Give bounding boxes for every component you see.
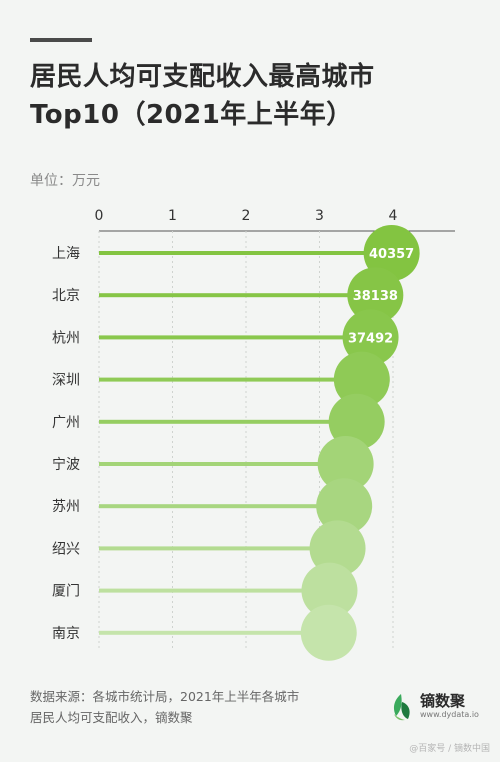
chart-title-line-1: 居民人均可支配收入最高城市 bbox=[30, 62, 375, 92]
bar-stem bbox=[99, 504, 345, 509]
x-tick-label: 2 bbox=[242, 208, 251, 224]
bar-stem bbox=[99, 293, 376, 298]
bar-stem bbox=[99, 377, 362, 382]
bar-stem bbox=[99, 419, 357, 424]
bar-bubble bbox=[316, 478, 373, 535]
bar-stem bbox=[99, 335, 371, 340]
bar-bubble bbox=[317, 436, 374, 492]
bar-stem bbox=[99, 251, 392, 255]
value-label: 40357 bbox=[369, 247, 414, 262]
source-line-2: 居民人均可支配收入，镝数聚 bbox=[30, 710, 193, 725]
source-line-1: 数据来源：各城市统计局，2021年上半年各城市 bbox=[30, 689, 300, 704]
brand-logo: 镝数聚 www.dydata.io bbox=[388, 690, 488, 724]
category-label: 厦门 bbox=[52, 584, 80, 600]
bar-stem bbox=[99, 630, 329, 635]
bar-stem bbox=[99, 588, 330, 593]
value-label: 37492 bbox=[348, 331, 393, 346]
category-label: 上海 bbox=[52, 246, 80, 262]
chart-title-line-2: Top10（2021年上半年） bbox=[30, 100, 353, 130]
category-label: 绍兴 bbox=[52, 541, 80, 557]
bar-stem bbox=[99, 546, 338, 551]
category-label: 深圳 bbox=[52, 373, 80, 389]
bar-bubble bbox=[300, 604, 357, 661]
brand-url: www.dydata.io bbox=[420, 710, 479, 719]
bar-bubble bbox=[333, 351, 390, 408]
x-tick-label: 3 bbox=[315, 208, 324, 224]
bar-bubble bbox=[301, 562, 358, 619]
title-accent-rule bbox=[30, 38, 92, 42]
bar-bubble bbox=[309, 520, 366, 577]
bar-bubble bbox=[347, 267, 404, 324]
category-label: 广州 bbox=[52, 415, 80, 431]
chart-title: 居民人均可支配收入最高城市 Top10（2021年上半年） bbox=[30, 58, 375, 134]
data-source-note: 数据来源：各城市统计局，2021年上半年各城市 居民人均可支配收入，镝数聚 bbox=[30, 686, 299, 728]
watermark: @百家号 / 镝数中国 bbox=[409, 744, 490, 754]
bar-chart: 0 1 2 3 4 上海 40357 北京 38138 杭州 37492 深圳广州宁波苏州绍兴厦门南… bbox=[52, 208, 455, 661]
category-label: 宁波 bbox=[52, 456, 80, 473]
category-label: 北京 bbox=[52, 288, 80, 304]
value-label: 38138 bbox=[353, 289, 398, 304]
bar-bubble bbox=[328, 393, 385, 450]
category-label: 南京 bbox=[52, 626, 80, 642]
bar-bubble bbox=[363, 225, 420, 281]
x-tick-label: 0 bbox=[95, 208, 104, 224]
brand-name: 镝数聚 bbox=[420, 692, 466, 710]
category-label: 苏州 bbox=[52, 499, 80, 515]
bar-bubble bbox=[342, 309, 399, 366]
x-tick-label: 1 bbox=[168, 208, 177, 224]
unit-label: 单位：万元 bbox=[30, 173, 100, 189]
x-tick-label: 4 bbox=[389, 208, 398, 224]
bar-stem bbox=[99, 462, 346, 466]
leaf-icon bbox=[393, 694, 410, 721]
category-label: 杭州 bbox=[52, 330, 80, 346]
